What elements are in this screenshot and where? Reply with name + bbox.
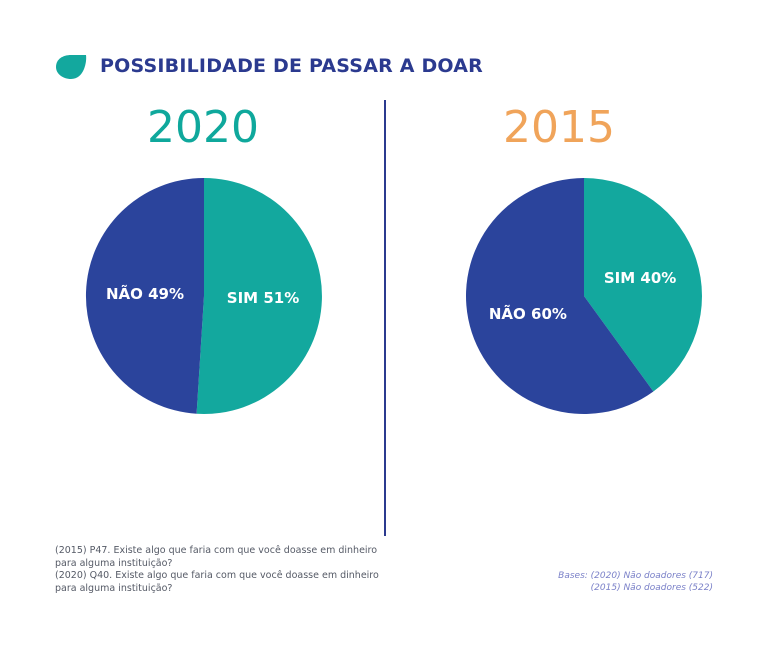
slice-label-nao: NÃO 60%: [489, 304, 567, 323]
bases-note: Bases: (2020) Não doadores (717) (2015) …: [453, 570, 713, 594]
bases-line-2015: (2015) Não doadores (522): [590, 583, 713, 593]
slice-label-nao: NÃO 49%: [106, 284, 184, 303]
chart-title-2015: 2015: [503, 102, 615, 153]
pie-slice-sim: [584, 178, 702, 392]
pie-chart-2020: SIM 51% NÃO 49%: [85, 177, 322, 414]
slice-label-sim: SIM 40%: [604, 269, 676, 287]
footnote-line-2015: (2015) P47. Existe algo que faria com qu…: [55, 545, 378, 569]
slice-label-sim: SIM 51%: [227, 289, 299, 307]
pie-slice-nao: [85, 177, 204, 414]
page-title: POSSIBILIDADE DE PASSAR A DOAR: [100, 55, 484, 77]
drop-icon: [56, 55, 87, 79]
pie-slice-nao: [465, 178, 654, 414]
footnote: (2015) P47. Existe algo que faria com qu…: [55, 545, 400, 595]
bases-line-2020: Bases: (2020) Não doadores (717): [558, 571, 713, 581]
footnote-line-2020: (2020) Q40. Existe algo que faria com qu…: [55, 570, 379, 594]
divider: [384, 100, 386, 536]
pie-slice-sim: [196, 178, 322, 414]
chart-title-2020: 2020: [147, 102, 259, 153]
pie-chart-2015: SIM 40% NÃO 60%: [465, 178, 702, 414]
